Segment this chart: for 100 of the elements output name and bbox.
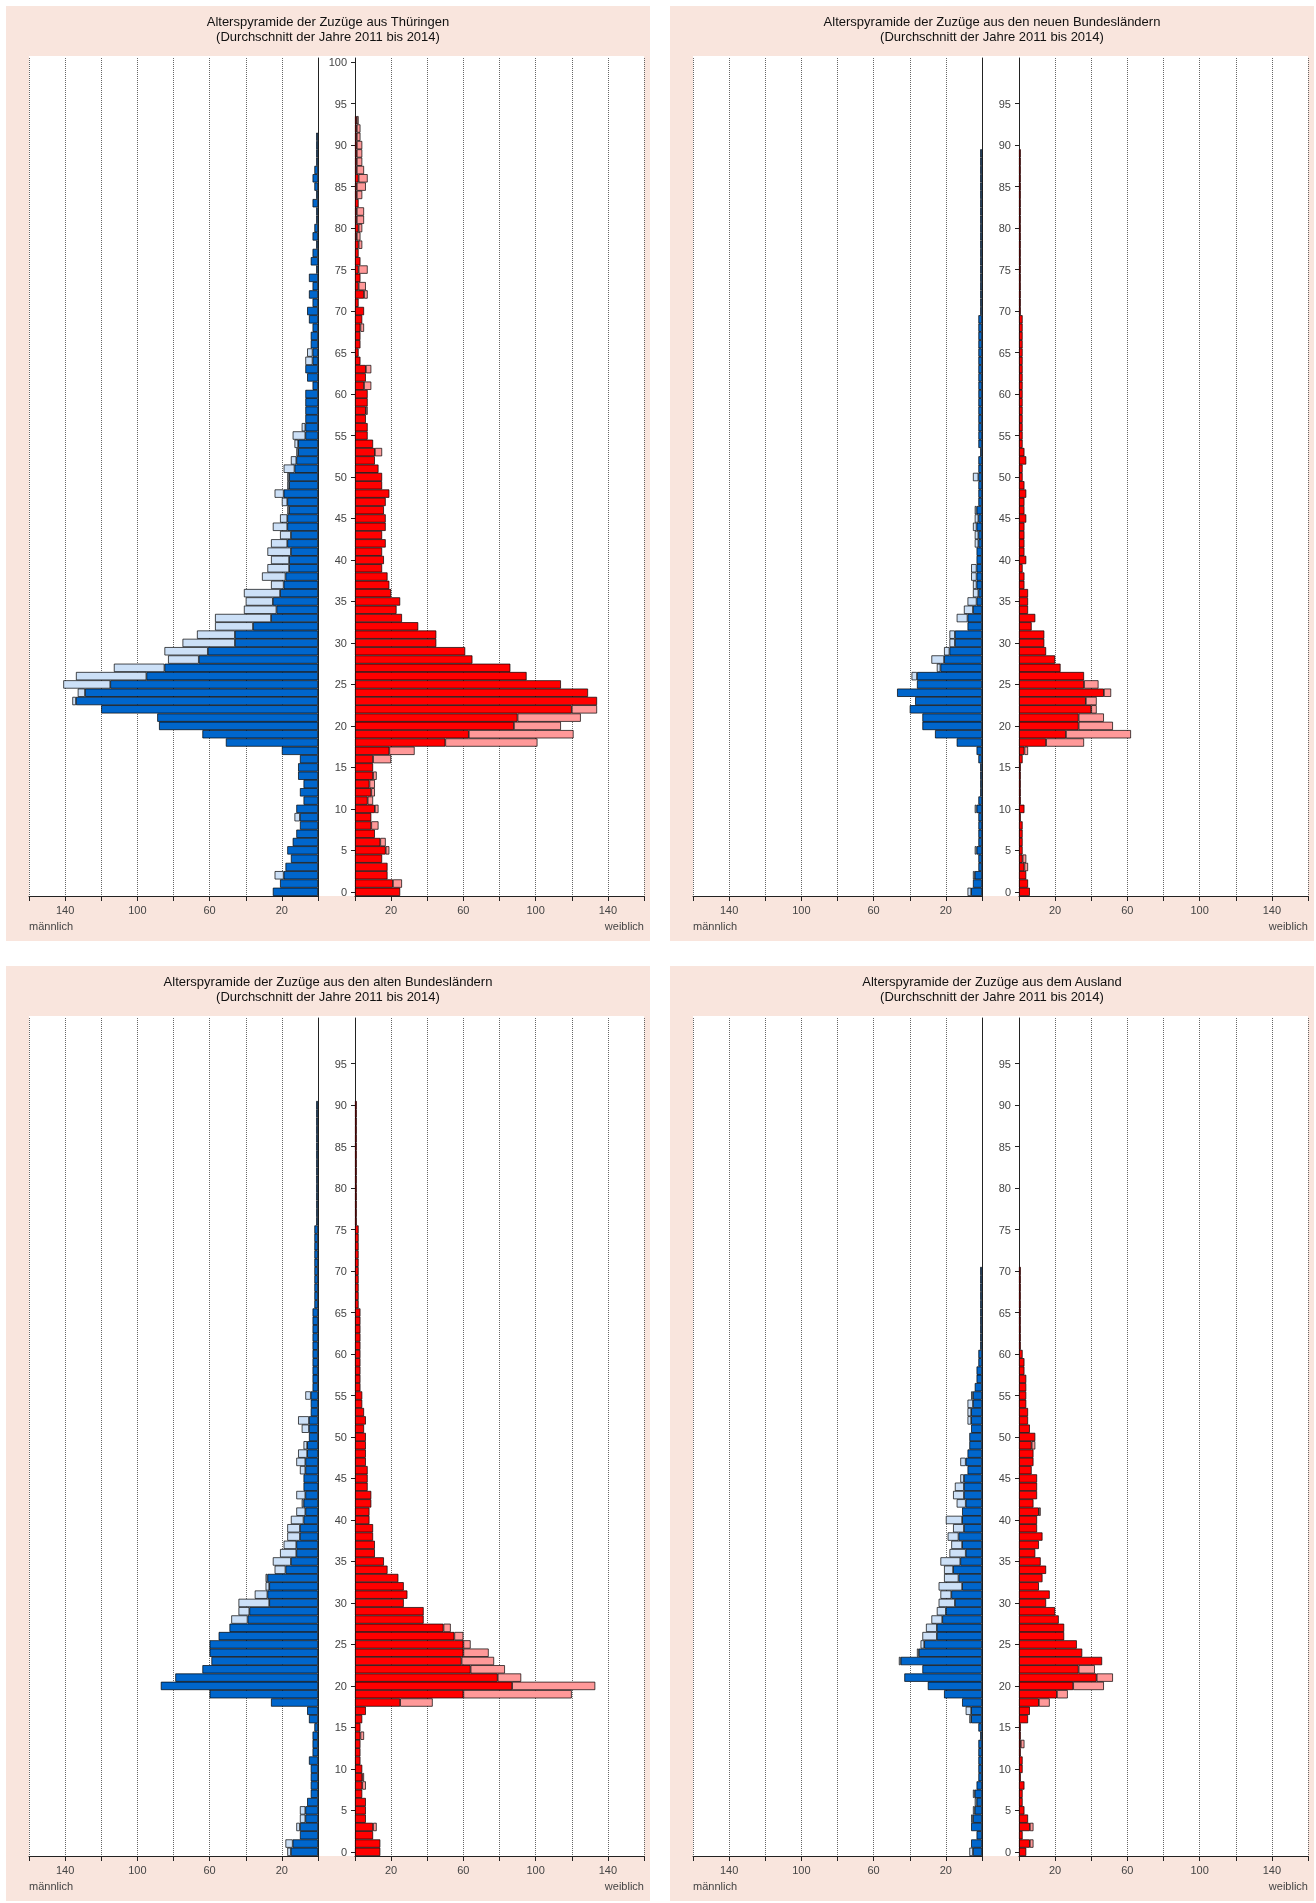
chart-title: Alterspyramide der Zuzüge aus den alten Bundesländern bbox=[163, 974, 493, 989]
y-tick-label: 0 bbox=[340, 1845, 347, 1858]
x-tick-label: 140 bbox=[598, 1863, 618, 1876]
y-tick-label: 30 bbox=[998, 1596, 1011, 1609]
y-tick-label: 60 bbox=[334, 388, 347, 401]
chart-subtitle: (Durchschnitt der Jahre 2011 bis 2014) bbox=[880, 29, 1104, 44]
y-tick-label: 0 bbox=[1004, 885, 1011, 898]
y-tick-label: 50 bbox=[998, 1431, 1011, 1443]
x-tick-label: 60 bbox=[1121, 1863, 1134, 1876]
y-tick-label: 55 bbox=[998, 1389, 1011, 1402]
x-tick-label: 140 bbox=[1262, 903, 1282, 916]
x-tick-label: 60 bbox=[203, 903, 216, 916]
y-tick-label: 90 bbox=[998, 139, 1011, 152]
y-tick-label: 70 bbox=[998, 1265, 1011, 1278]
y-tick-label: 85 bbox=[334, 1140, 347, 1153]
y-tick-label: 5 bbox=[1004, 1804, 1011, 1817]
y-tick-label: 85 bbox=[998, 1140, 1011, 1153]
x-axis-title: männlich bbox=[29, 1879, 74, 1892]
x-axis-title: männlich bbox=[29, 919, 74, 932]
y-tick-label: 95 bbox=[334, 1057, 347, 1070]
x-tick-label: 140 bbox=[55, 1863, 75, 1876]
chart-subtitle: (Durchschnitt der Jahre 2011 bis 2014) bbox=[216, 29, 440, 44]
x-axis-title: weiblich bbox=[603, 1879, 644, 1892]
x-tick-label: 140 bbox=[598, 903, 618, 916]
y-tick-label: 25 bbox=[334, 1638, 347, 1651]
y-tick-label: 15 bbox=[334, 761, 347, 774]
chart-title: Alterspyramide der Zuzüge aus dem Ausland bbox=[862, 974, 1122, 989]
y-tick-label: 80 bbox=[334, 222, 347, 235]
y-tick-label: 35 bbox=[334, 595, 347, 608]
x-tick-label: 20 bbox=[1049, 903, 1062, 916]
y-tick-label: 70 bbox=[334, 1265, 347, 1278]
y-tick-label: 70 bbox=[998, 305, 1011, 318]
y-tick-label: 95 bbox=[334, 97, 347, 110]
x-tick-label: 60 bbox=[867, 1863, 880, 1876]
x-tick-label: 140 bbox=[55, 903, 75, 916]
x-tick-label: 20 bbox=[385, 1863, 398, 1876]
y-tick-label: 10 bbox=[998, 1762, 1011, 1775]
y-tick-label: 65 bbox=[998, 1306, 1011, 1319]
y-tick-label: 20 bbox=[334, 1679, 347, 1692]
chart-subtitle: (Durchschnitt der Jahre 2011 bis 2014) bbox=[880, 989, 1104, 1004]
y-tick-label: 25 bbox=[998, 1638, 1011, 1651]
y-tick-label: 55 bbox=[334, 1389, 347, 1402]
y-tick-label: 75 bbox=[334, 263, 347, 276]
x-tick-label: 100 bbox=[526, 1863, 545, 1876]
x-axis-title: weiblich bbox=[603, 919, 644, 932]
x-axis-title: männlich bbox=[693, 1879, 738, 1892]
chart-title: Alterspyramide der Zuzüge aus den neuen Bundesländern bbox=[823, 14, 1161, 29]
y-tick-label: 85 bbox=[998, 180, 1011, 193]
y-tick-label: 40 bbox=[998, 1513, 1011, 1526]
y-tick-label: 25 bbox=[334, 678, 347, 691]
y-tick-label: 50 bbox=[998, 471, 1011, 483]
y-tick-label: 45 bbox=[998, 512, 1011, 525]
y-tick-label: 10 bbox=[334, 802, 347, 815]
y-tick-label: 20 bbox=[998, 719, 1011, 732]
y-tick-label: 15 bbox=[998, 761, 1011, 774]
y-tick-label: 80 bbox=[998, 1182, 1011, 1195]
y-tick-label: 95 bbox=[998, 97, 1011, 110]
x-tick-label: 60 bbox=[203, 1863, 216, 1876]
y-tick-label: 30 bbox=[998, 636, 1011, 649]
y-tick-label: 60 bbox=[998, 388, 1011, 401]
y-tick-label: 10 bbox=[334, 1762, 347, 1775]
x-tick-label: 20 bbox=[1049, 1863, 1062, 1876]
x-tick-label: 20 bbox=[385, 903, 398, 916]
x-tick-label: 140 bbox=[719, 1863, 739, 1876]
x-tick-label: 100 bbox=[1190, 903, 1209, 916]
y-tick-label: 100 bbox=[328, 56, 347, 69]
y-tick-label: 5 bbox=[340, 1804, 347, 1817]
x-tick-label: 100 bbox=[1190, 1863, 1209, 1876]
y-tick-label: 5 bbox=[1004, 844, 1011, 857]
y-tick-label: 15 bbox=[334, 1721, 347, 1734]
y-tick-label: 45 bbox=[334, 1472, 347, 1485]
x-tick-label: 60 bbox=[457, 1863, 470, 1876]
x-tick-label: 100 bbox=[128, 1863, 147, 1876]
y-tick-label: 75 bbox=[998, 263, 1011, 276]
y-tick-label: 45 bbox=[998, 1472, 1011, 1485]
x-tick-label: 100 bbox=[792, 903, 811, 916]
y-tick-label: 85 bbox=[334, 180, 347, 193]
x-tick-label: 20 bbox=[939, 1863, 952, 1876]
x-tick-label: 60 bbox=[867, 903, 880, 916]
y-tick-label: 35 bbox=[998, 595, 1011, 608]
chart-title: Alterspyramide der Zuzüge aus Thüringen bbox=[206, 14, 450, 29]
y-tick-label: 90 bbox=[998, 1099, 1011, 1112]
y-tick-label: 40 bbox=[998, 553, 1011, 566]
x-tick-label: 20 bbox=[275, 903, 288, 916]
y-tick-label: 50 bbox=[334, 1431, 347, 1443]
x-axis-title: männlich bbox=[693, 919, 738, 932]
y-tick-label: 75 bbox=[998, 1223, 1011, 1236]
y-tick-label: 65 bbox=[334, 1306, 347, 1319]
y-tick-label: 55 bbox=[998, 429, 1011, 442]
y-tick-label: 80 bbox=[334, 1182, 347, 1195]
y-tick-label: 20 bbox=[998, 1679, 1011, 1692]
y-tick-label: 50 bbox=[334, 471, 347, 483]
y-tick-label: 35 bbox=[998, 1555, 1011, 1568]
y-tick-label: 15 bbox=[998, 1721, 1011, 1734]
y-tick-label: 45 bbox=[334, 512, 347, 525]
x-tick-label: 60 bbox=[457, 903, 470, 916]
y-tick-label: 35 bbox=[334, 1555, 347, 1568]
y-tick-label: 80 bbox=[998, 222, 1011, 235]
y-tick-label: 25 bbox=[998, 678, 1011, 691]
y-tick-label: 65 bbox=[334, 346, 347, 359]
